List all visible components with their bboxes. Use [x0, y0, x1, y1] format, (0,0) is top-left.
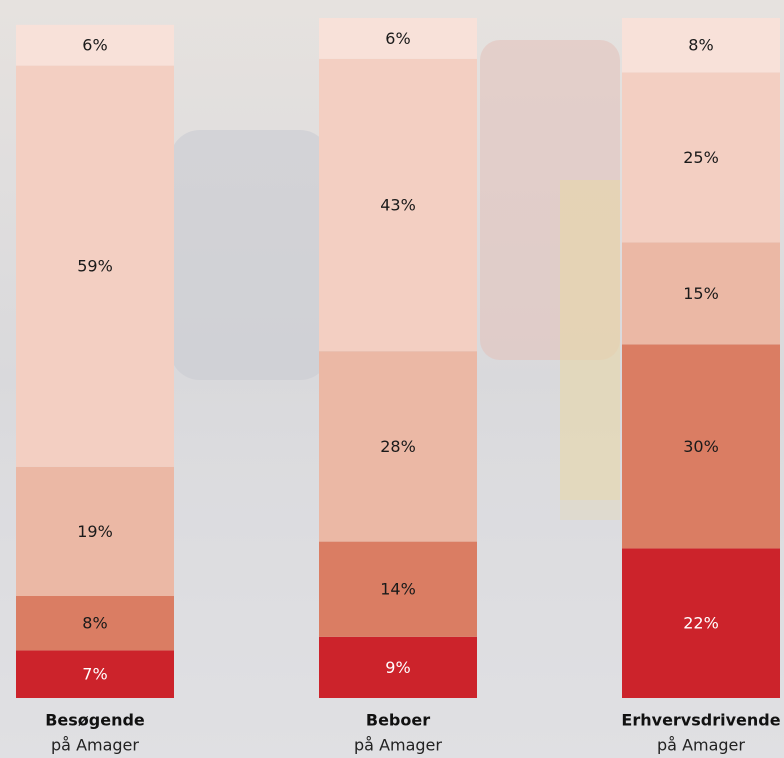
bar-segment — [319, 58, 477, 352]
bar-segment — [622, 548, 780, 698]
value-label: 14% — [380, 580, 416, 599]
value-label: 28% — [380, 437, 416, 456]
category-label: Beboer — [366, 711, 430, 730]
category-label: Besøgende — [45, 711, 145, 730]
value-label: 9% — [385, 658, 410, 677]
bar-segment — [622, 18, 780, 73]
bar-segment — [16, 65, 174, 467]
bar-segment — [16, 650, 174, 698]
value-label: 59% — [77, 257, 113, 276]
value-label: 25% — [683, 148, 719, 167]
value-label: 19% — [77, 522, 113, 541]
bar-segment — [622, 344, 780, 549]
value-label: 6% — [82, 36, 107, 55]
value-label: 7% — [82, 665, 107, 684]
bar-segment — [319, 18, 477, 59]
bar-segment — [16, 24, 174, 66]
category-label: Erhvervsdrivende — [621, 711, 780, 730]
value-label: 15% — [683, 284, 719, 303]
bar-segment — [319, 351, 477, 542]
category-sublabel: på Amager — [51, 736, 139, 755]
value-label: 8% — [688, 36, 713, 55]
value-label: 30% — [683, 437, 719, 456]
bar-segment — [319, 636, 477, 698]
bar-segment — [622, 72, 780, 243]
value-label: 8% — [82, 614, 107, 633]
value-label: 43% — [380, 196, 416, 215]
bar-segment — [16, 596, 174, 651]
bar-segment — [16, 466, 174, 596]
value-label: 6% — [385, 29, 410, 48]
background-bus-yellow — [560, 180, 620, 520]
background-car — [170, 130, 330, 380]
value-label: 22% — [683, 614, 719, 633]
category-sublabel: på Amager — [354, 736, 442, 755]
bar-segment — [622, 242, 780, 345]
bar-segment — [319, 541, 477, 637]
category-sublabel: på Amager — [657, 736, 745, 755]
